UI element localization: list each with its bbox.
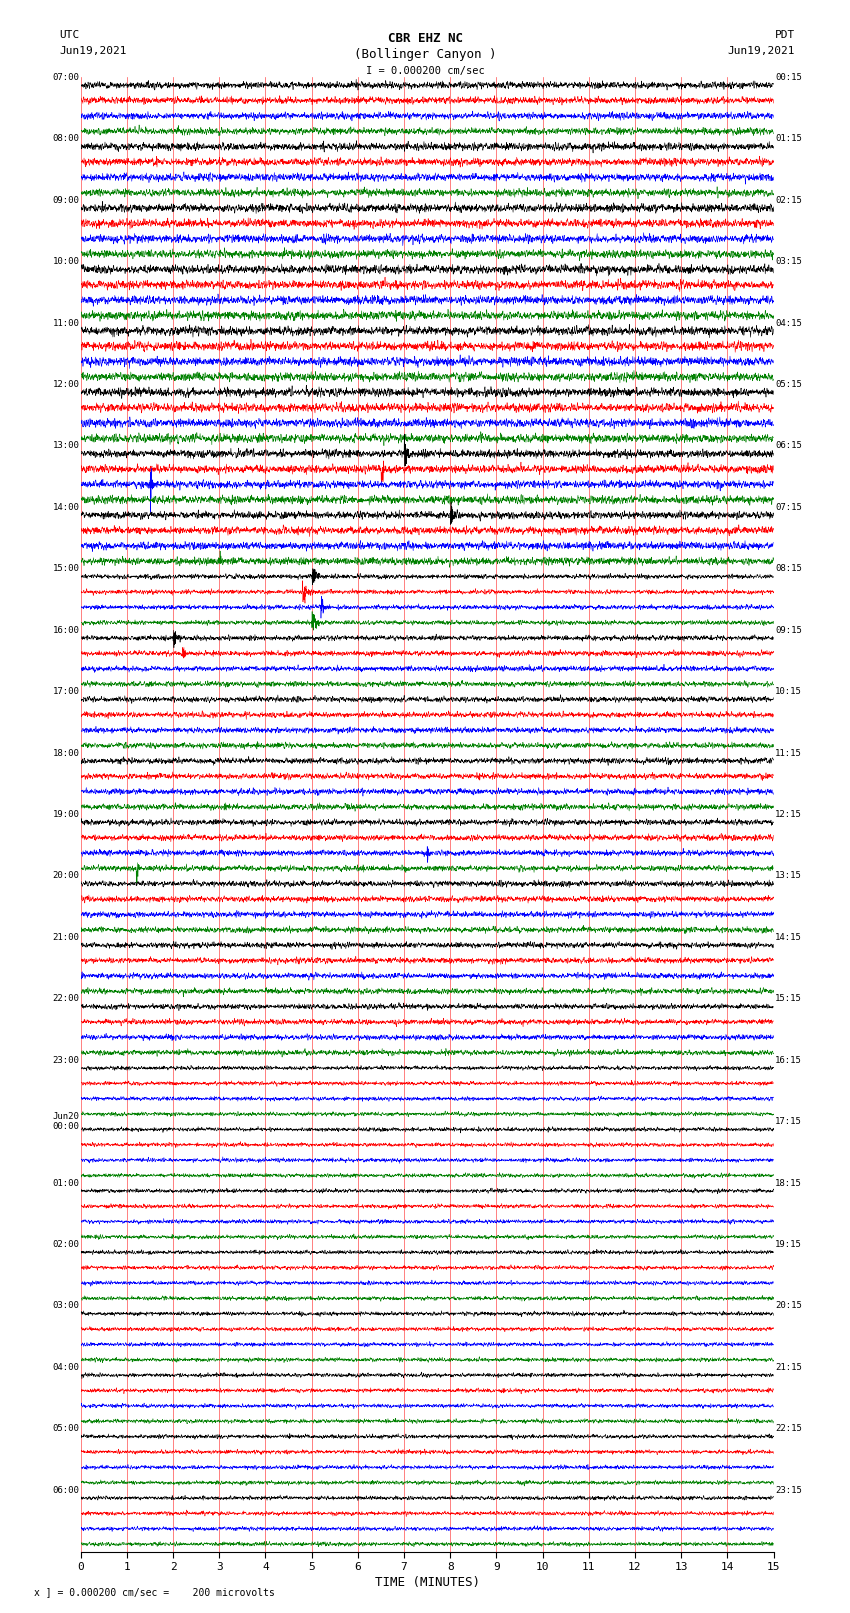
Text: 09:00: 09:00 — [53, 195, 79, 205]
Text: 13:00: 13:00 — [53, 442, 79, 450]
Text: x ] = 0.000200 cm/sec =    200 microvolts: x ] = 0.000200 cm/sec = 200 microvolts — [34, 1587, 275, 1597]
Text: 07:15: 07:15 — [775, 503, 802, 511]
Text: 05:00: 05:00 — [53, 1424, 79, 1434]
Text: 23:00: 23:00 — [53, 1057, 79, 1065]
Text: 05:15: 05:15 — [775, 381, 802, 389]
Text: 12:15: 12:15 — [775, 810, 802, 819]
Text: 14:00: 14:00 — [53, 503, 79, 511]
Text: 21:15: 21:15 — [775, 1363, 802, 1373]
Text: 03:00: 03:00 — [53, 1302, 79, 1310]
Text: 01:15: 01:15 — [775, 134, 802, 144]
Text: 19:00: 19:00 — [53, 810, 79, 819]
Text: Jun19,2021: Jun19,2021 — [60, 47, 127, 56]
Text: 15:00: 15:00 — [53, 565, 79, 573]
Text: Jun19,2021: Jun19,2021 — [728, 47, 795, 56]
Text: 01:00: 01:00 — [53, 1179, 79, 1187]
Text: (Bollinger Canyon ): (Bollinger Canyon ) — [354, 48, 496, 61]
Text: 20:15: 20:15 — [775, 1302, 802, 1310]
Text: Jun20
00:00: Jun20 00:00 — [53, 1111, 79, 1131]
Text: 00:15: 00:15 — [775, 73, 802, 82]
Text: 10:15: 10:15 — [775, 687, 802, 697]
Text: 07:00: 07:00 — [53, 73, 79, 82]
Text: PDT: PDT — [774, 31, 795, 40]
Text: CBR EHZ NC: CBR EHZ NC — [388, 32, 462, 45]
Text: 16:15: 16:15 — [775, 1057, 802, 1065]
Text: I = 0.000200 cm/sec: I = 0.000200 cm/sec — [366, 66, 484, 76]
Text: 19:15: 19:15 — [775, 1240, 802, 1248]
Text: 13:15: 13:15 — [775, 871, 802, 881]
Text: 02:15: 02:15 — [775, 195, 802, 205]
Text: 12:00: 12:00 — [53, 381, 79, 389]
Text: 10:00: 10:00 — [53, 256, 79, 266]
Text: 22:00: 22:00 — [53, 994, 79, 1003]
Text: 21:00: 21:00 — [53, 932, 79, 942]
Text: 08:00: 08:00 — [53, 134, 79, 144]
Text: 17:15: 17:15 — [775, 1118, 802, 1126]
Text: 02:00: 02:00 — [53, 1240, 79, 1248]
Text: 08:15: 08:15 — [775, 565, 802, 573]
Text: 03:15: 03:15 — [775, 256, 802, 266]
Text: 09:15: 09:15 — [775, 626, 802, 636]
X-axis label: TIME (MINUTES): TIME (MINUTES) — [375, 1576, 479, 1589]
Text: UTC: UTC — [60, 31, 80, 40]
Text: 04:15: 04:15 — [775, 319, 802, 327]
Text: 18:15: 18:15 — [775, 1179, 802, 1187]
Text: 04:00: 04:00 — [53, 1363, 79, 1373]
Text: 06:00: 06:00 — [53, 1486, 79, 1495]
Text: 06:15: 06:15 — [775, 442, 802, 450]
Text: 16:00: 16:00 — [53, 626, 79, 636]
Text: 17:00: 17:00 — [53, 687, 79, 697]
Text: 23:15: 23:15 — [775, 1486, 802, 1495]
Text: 18:00: 18:00 — [53, 748, 79, 758]
Text: 11:15: 11:15 — [775, 748, 802, 758]
Text: 15:15: 15:15 — [775, 994, 802, 1003]
Text: 22:15: 22:15 — [775, 1424, 802, 1434]
Text: 11:00: 11:00 — [53, 319, 79, 327]
Text: 20:00: 20:00 — [53, 871, 79, 881]
Text: 14:15: 14:15 — [775, 932, 802, 942]
